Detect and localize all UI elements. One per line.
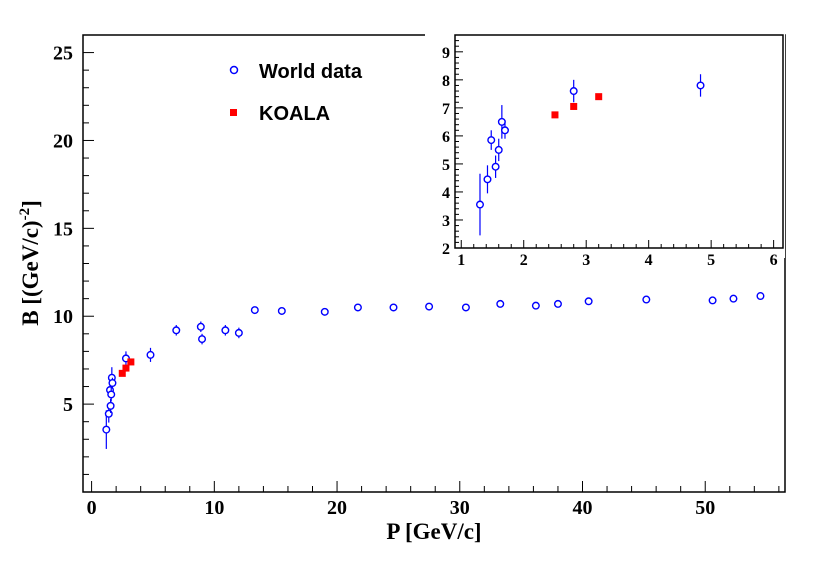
main-world-data-point: [729, 294, 738, 303]
main-world-data-point: [250, 306, 259, 315]
inset-koala-point: [570, 102, 578, 110]
main-y-tick-label: 20: [53, 130, 73, 152]
main-x-tick-label: 10: [204, 497, 224, 519]
main-x-tick-label: 0: [87, 497, 97, 519]
y-axis-title-base: B [(GeV/c): [18, 220, 43, 325]
main-world-data-point: [389, 303, 398, 312]
main-x-tick-label: 50: [695, 497, 715, 519]
main-world-data-point: [531, 301, 540, 310]
inset-x-tick-label: 1: [457, 252, 465, 269]
main-koala-point: [122, 364, 130, 372]
inset-x-tick-label: 3: [582, 252, 590, 269]
inset-y-tick-label: 4: [442, 185, 450, 202]
inset-y-tick-label: 5: [442, 157, 450, 174]
inset-x-tick-label: 5: [707, 252, 715, 269]
inset-world-data-point: [494, 145, 503, 154]
main-y-tick-label: 25: [53, 43, 73, 65]
main-world-data-point: [708, 296, 717, 305]
main-world-data-point: [106, 401, 115, 410]
main-world-data-point: [196, 322, 205, 331]
main-y-tick-label: 5: [63, 394, 73, 416]
inset-x-tick-label: 2: [520, 252, 528, 269]
main-world-data-point: [172, 326, 181, 335]
main-y-tick-label: 15: [53, 218, 73, 240]
inset-world-data-point: [696, 81, 705, 90]
main-world-data-point: [461, 303, 470, 312]
inset-world-data-point: [491, 162, 500, 171]
inset-world-data-point: [483, 175, 492, 184]
main-world-data-point: [353, 303, 362, 312]
main-ticks: [83, 34, 780, 493]
y-axis-title-exponent: -2: [17, 208, 33, 221]
inset-world-data-point: [569, 87, 578, 96]
inset-y-tick-label: 8: [442, 73, 450, 90]
inset-y-tick-label: 2: [442, 241, 450, 258]
main-x-tick-label: 20: [327, 497, 347, 519]
inset-ticks: [455, 34, 775, 249]
main-world-data-point: [320, 307, 329, 316]
x-axis-title: P [GeV/c]: [386, 519, 481, 544]
main-x-tick-label: 30: [450, 497, 470, 519]
main-world-data-point: [584, 297, 593, 306]
main-world-data-point: [756, 292, 765, 301]
inset-koala-point: [551, 111, 559, 119]
inset-x-tick-label: 6: [770, 252, 778, 269]
inset-y-tick-label: 9: [442, 45, 450, 62]
main-world-data-point: [425, 302, 434, 311]
main-world-data-point: [553, 299, 562, 308]
main-world-data-point: [496, 299, 505, 308]
legend-label-world-data: World data: [259, 61, 363, 83]
main-world-data-point: [102, 425, 111, 434]
main-points: [102, 292, 765, 449]
inset-plot-background: [425, 33, 785, 258]
legend-marker-koala: [230, 109, 237, 116]
inset-world-data-point: [475, 200, 484, 209]
main-world-data-point: [108, 379, 117, 388]
main-world-data-point: [221, 326, 230, 335]
main-world-data-point: [107, 390, 116, 399]
main-koala-point: [118, 369, 126, 377]
inset-world-data-point: [500, 126, 509, 135]
main-world-data-point: [642, 295, 651, 304]
inset-y-tick-label: 6: [442, 129, 450, 146]
y-axis-title: B [(GeV/c)-2]: [17, 200, 43, 326]
legend-label-koala: KOALA: [259, 103, 330, 125]
inset-y-tick-label: 7: [442, 101, 450, 118]
main-world-data-point: [146, 350, 155, 359]
legend-marker-world-data: [229, 65, 239, 75]
main-koala-point: [127, 358, 135, 366]
legend: World data KOALA: [229, 61, 363, 125]
inset-koala-point: [595, 93, 603, 101]
y-axis-title-close: ]: [18, 200, 43, 208]
inset-y-tick-label: 3: [442, 213, 450, 230]
inset-world-data-point: [487, 136, 496, 145]
inset-world-data-point: [497, 117, 506, 126]
main-x-tick-label: 40: [573, 497, 593, 519]
inset-points: [475, 74, 705, 236]
main-world-data-point: [234, 328, 243, 337]
main-y-tick-label: 10: [53, 306, 73, 328]
inset-x-tick-label: 4: [645, 252, 653, 269]
main-world-data-point: [198, 335, 207, 344]
main-world-data-point: [277, 306, 286, 315]
